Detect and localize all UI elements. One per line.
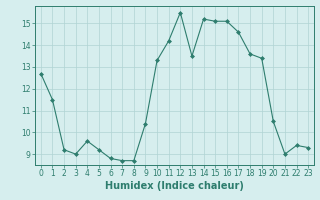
- X-axis label: Humidex (Indice chaleur): Humidex (Indice chaleur): [105, 181, 244, 191]
